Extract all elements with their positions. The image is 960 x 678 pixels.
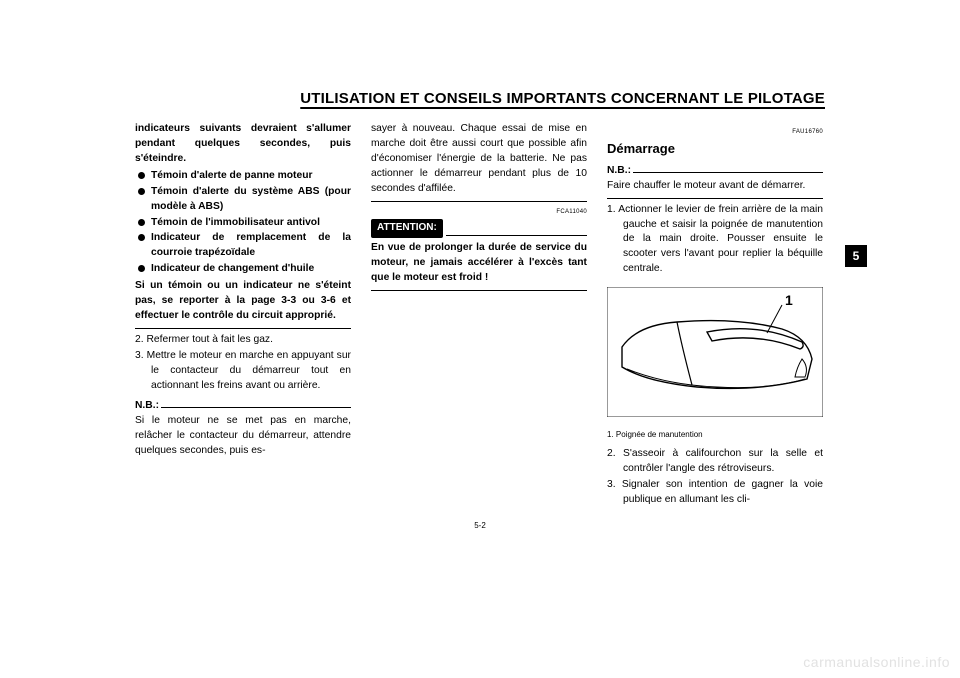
scooter-figure: 1 <box>607 287 823 417</box>
step-list: 2. Refermer tout à fait les gaz. 3. Mett… <box>135 333 351 394</box>
reference-code: FCA11040 <box>371 208 587 217</box>
attention-text: En vue de prolonger la durée de service … <box>371 241 587 286</box>
chapter-title: UTILISATION ET CONSEILS IMPORTANTS CONCE… <box>300 90 825 109</box>
step-item: 1. Actionner le levier de frein arrière … <box>607 203 823 278</box>
note-text: Faire chauffer le moteur avant de démarr… <box>607 179 823 194</box>
column-3: FAU16760 Démarrage N.B.: Faire chauffer … <box>607 122 823 509</box>
reference-code: FAU16760 <box>607 128 823 137</box>
divider <box>371 201 587 202</box>
list-item: Témoin d'alerte du système ABS (pour mod… <box>135 185 351 215</box>
note-label: N.B.: <box>607 164 631 179</box>
watermark: carmanualsonline.info <box>803 654 950 670</box>
step-item: 2. Refermer tout à fait les gaz. <box>135 333 351 348</box>
figure-caption: 1. Poignée de manutention <box>607 429 823 441</box>
content-columns: indicateurs suivants devraient s'allumer… <box>135 122 825 509</box>
list-item: Indicateur de changement d'huile <box>135 262 351 277</box>
step-item: 3. Mettre le moteur en marche en appuyan… <box>135 349 351 394</box>
rule-fill <box>446 235 587 236</box>
thumb-tab: 5 <box>845 245 867 267</box>
continuation-text: sayer à nouveau. Chaque essai de mise en… <box>371 122 587 197</box>
rule-fill <box>161 399 351 408</box>
column-1: indicateurs suivants devraient s'allumer… <box>135 122 351 509</box>
list-item: Témoin d'alerte de panne moteur <box>135 169 351 184</box>
manual-page: UTILISATION ET CONSEILS IMPORTANTS CONCE… <box>135 90 825 590</box>
note-text: Si le moteur ne se met pas en marche, re… <box>135 414 351 459</box>
list-item: Indicateur de remplacement de la courroi… <box>135 231 351 261</box>
divider <box>371 290 587 291</box>
attention-label: ATTENTION: <box>371 219 443 238</box>
step-item: 2. S'asseoir à califourchon sur la selle… <box>607 447 823 477</box>
callout-1: 1 <box>785 292 793 308</box>
step-item: 3. Signaler son intention de gagner la v… <box>607 478 823 508</box>
rule-fill <box>633 164 823 173</box>
section-heading: Démarrage <box>607 140 823 159</box>
divider <box>607 198 823 199</box>
note-label: N.B.: <box>135 399 159 414</box>
divider <box>135 328 351 329</box>
page-header: UTILISATION ET CONSEILS IMPORTANTS CONCE… <box>135 90 825 108</box>
intro-text: indicateurs suivants devraient s'allumer… <box>135 122 351 167</box>
note-heading: N.B.: <box>607 164 823 179</box>
note-heading: N.B.: <box>135 399 351 414</box>
indicator-list: Témoin d'alerte de panne moteur Témoin d… <box>135 169 351 277</box>
step-list: 1. Actionner le levier de frein arrière … <box>607 203 823 278</box>
list-item: Témoin de l'immobilisateur antivol <box>135 216 351 231</box>
column-2: sayer à nouveau. Chaque essai de mise en… <box>371 122 587 509</box>
attention-heading: ATTENTION: <box>371 219 587 238</box>
warning-text: Si un témoin ou un indicateur ne s'étein… <box>135 279 351 324</box>
page-number: 5-2 <box>135 521 825 530</box>
step-list: 2. S'asseoir à califourchon sur la selle… <box>607 447 823 508</box>
